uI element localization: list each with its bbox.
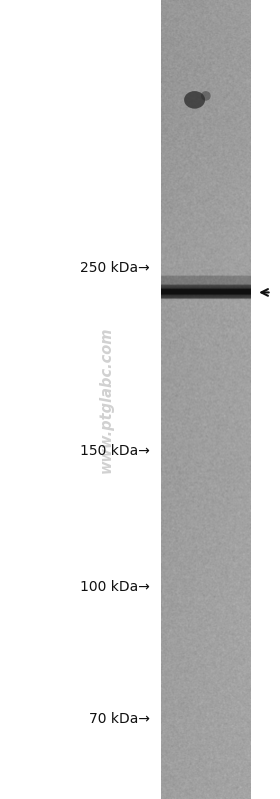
Text: 100 kDa→: 100 kDa→ [80,580,150,594]
Text: www.ptglabc.com: www.ptglabc.com [99,326,114,473]
Text: 250 kDa→: 250 kDa→ [80,260,150,275]
Ellipse shape [184,91,205,109]
Text: 150 kDa→: 150 kDa→ [80,444,150,459]
Text: 70 kDa→: 70 kDa→ [89,712,150,726]
Ellipse shape [201,91,211,101]
